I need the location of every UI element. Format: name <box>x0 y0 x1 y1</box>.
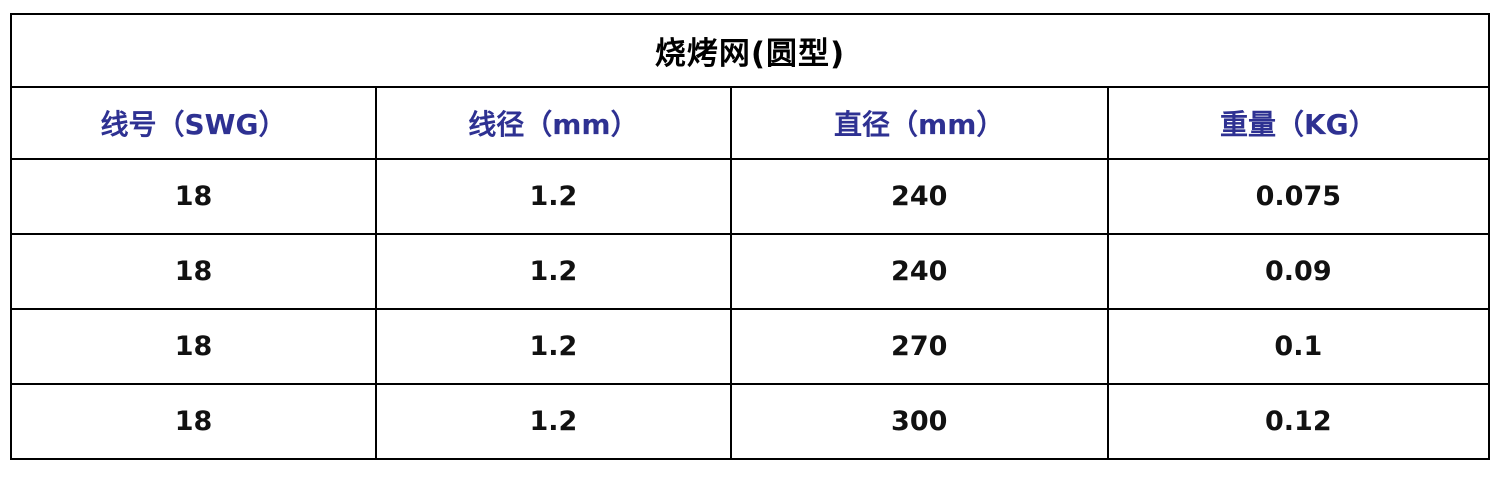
table-row: 18 1.2 270 0.1 <box>9 308 1491 385</box>
cell-diameter: 270 <box>729 308 1109 385</box>
cell-wire-diameter: 1.2 <box>375 308 732 385</box>
cell-weight: 0.1 <box>1106 308 1491 385</box>
table-row: 18 1.2 240 0.09 <box>9 233 1491 310</box>
column-header-weight: 重量（KG） <box>1106 86 1491 160</box>
cell-wire-diameter: 1.2 <box>375 383 732 460</box>
cell-wire-gauge: 18 <box>9 158 378 235</box>
cell-wire-gauge: 18 <box>9 383 378 460</box>
column-header-wire-diameter: 线径（mm） <box>375 86 732 160</box>
cell-wire-gauge: 18 <box>9 308 378 385</box>
cell-diameter: 240 <box>729 158 1109 235</box>
column-header-wire-gauge: 线号（SWG） <box>9 86 378 160</box>
cell-wire-diameter: 1.2 <box>375 233 732 310</box>
cell-weight: 0.075 <box>1106 158 1491 235</box>
cell-wire-gauge: 18 <box>9 233 378 310</box>
cell-weight: 0.09 <box>1106 233 1491 310</box>
cell-diameter: 300 <box>729 383 1109 460</box>
column-header-diameter: 直径（mm） <box>729 86 1109 160</box>
table-row: 18 1.2 240 0.075 <box>9 158 1491 235</box>
cell-weight: 0.12 <box>1106 383 1491 460</box>
table-row: 18 1.2 300 0.12 <box>9 383 1491 460</box>
cell-wire-diameter: 1.2 <box>375 158 732 235</box>
table-title: 烧烤网(圆型) <box>10 13 1490 88</box>
table-title-row: 烧烤网(圆型) <box>10 13 1490 88</box>
product-spec-table: 烧烤网(圆型) 线号（SWG） 线径（mm） 直径（mm） 重量（KG） 18 … <box>9 13 1491 460</box>
cell-diameter: 240 <box>729 233 1109 310</box>
table-header-row: 线号（SWG） 线径（mm） 直径（mm） 重量（KG） <box>9 86 1491 160</box>
